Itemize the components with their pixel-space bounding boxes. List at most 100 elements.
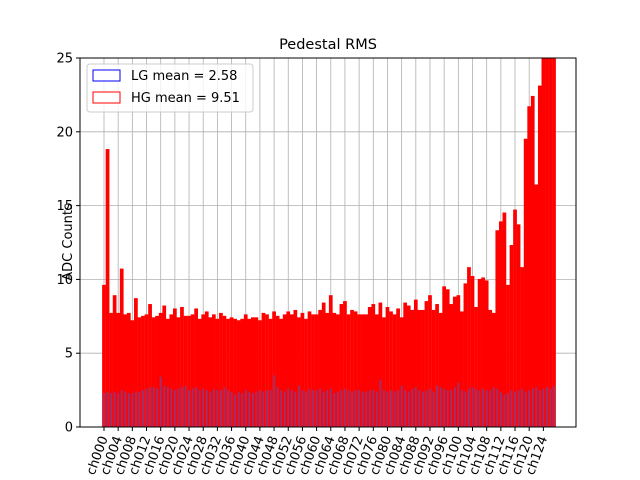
hg-bar [318, 310, 322, 427]
hg-bar [549, 58, 552, 427]
hg-bar [113, 295, 117, 427]
lg-bar [184, 385, 187, 427]
lg-bar [456, 382, 460, 427]
hg-bar [471, 276, 474, 427]
lg-bar [279, 390, 283, 427]
hg-bar [102, 285, 106, 427]
hg-bar [159, 313, 163, 427]
lg-bar [329, 388, 333, 427]
hg-bar [184, 316, 187, 427]
hg-bar [368, 307, 372, 427]
lg-bar [336, 391, 340, 427]
lg-bar [315, 390, 319, 427]
hg-bar [116, 313, 120, 427]
hg-bar [237, 320, 241, 427]
lg-bar [371, 390, 375, 427]
lg-bar [123, 391, 127, 427]
hg-bar [251, 317, 255, 427]
lg-bar [194, 387, 198, 427]
plot-frame [79, 57, 577, 428]
lg-bar [286, 388, 290, 427]
lg-bar [478, 390, 482, 427]
lg-bar [524, 391, 528, 427]
lg-bar [155, 388, 159, 427]
lg-bar [403, 390, 407, 427]
hg-bar [191, 314, 194, 427]
hg-bar [442, 286, 446, 427]
hg-bar [485, 280, 489, 427]
hg-bar [141, 316, 145, 427]
lg-bar [148, 387, 152, 427]
lg-bar [382, 390, 386, 427]
hg-bar [262, 313, 265, 427]
hg-bar [187, 316, 191, 427]
hg-bar [456, 295, 460, 427]
hg-bar [464, 283, 467, 427]
hg-bar [541, 58, 545, 427]
lg-bar [113, 391, 117, 427]
lg-bar [301, 390, 304, 427]
lg-bar [449, 390, 453, 427]
hg-bar [545, 58, 549, 427]
hg-bar [201, 314, 205, 427]
hg-bar [552, 58, 556, 427]
lg-bar [205, 390, 209, 427]
hg-bar [336, 314, 340, 427]
hg-bar [414, 300, 418, 427]
hg-bar [180, 307, 184, 427]
lg-bar [510, 390, 513, 427]
y-axis-ticks: 0 5 10 15 20 25 [56, 52, 80, 436]
lg-bar [354, 390, 357, 427]
lg-bar [180, 387, 184, 427]
lg-bar [244, 390, 248, 427]
hg-bar [219, 313, 223, 427]
lg-bar [421, 391, 425, 427]
hg-bar [311, 314, 315, 427]
y-tick-label: 5 [65, 347, 73, 362]
lg-bar [467, 388, 471, 427]
lg-bar [120, 390, 124, 427]
lg-bar [173, 390, 177, 427]
hg-bar-edges [102, 57, 556, 428]
hg-bar [354, 311, 357, 427]
hg-bar [276, 316, 280, 427]
lg-bar [545, 387, 549, 427]
lg-bar [247, 391, 251, 427]
lg-bar [283, 391, 287, 427]
lg-bar [531, 388, 535, 427]
lg-bar [254, 391, 258, 427]
hg-bar [432, 310, 435, 427]
hg-bar [339, 304, 343, 427]
hg-bar [230, 317, 233, 427]
lg-bar [464, 391, 467, 427]
hg-bar [233, 319, 237, 427]
lg-bar [361, 391, 365, 427]
lg-bar [400, 385, 404, 427]
hg-bar [247, 319, 251, 427]
lg-bar [389, 390, 393, 427]
lg-bar [251, 393, 255, 427]
hg-bar [520, 267, 524, 427]
lg-bar [417, 390, 421, 427]
hg-bar [488, 310, 492, 427]
lg-bar [230, 391, 233, 427]
hg-bar [531, 96, 535, 427]
hg-bar [357, 314, 361, 427]
lg-bar [481, 388, 485, 427]
hg-bar [474, 307, 478, 427]
lg-bar [513, 391, 517, 427]
lg-bar [134, 391, 138, 427]
hg-bar [460, 311, 464, 427]
y-tick-label: 15 [56, 199, 73, 214]
hg-bar [212, 314, 216, 427]
lg-bar [226, 390, 230, 427]
hg-bar [109, 313, 113, 427]
y-tick-label: 10 [56, 273, 73, 288]
lg-bars [102, 375, 556, 427]
hg-bar [343, 301, 347, 427]
hg-bar [517, 224, 520, 427]
lg-bar [332, 393, 336, 427]
lg-bar [517, 390, 520, 427]
hg-bar [499, 221, 503, 427]
hg-bar [502, 212, 506, 427]
